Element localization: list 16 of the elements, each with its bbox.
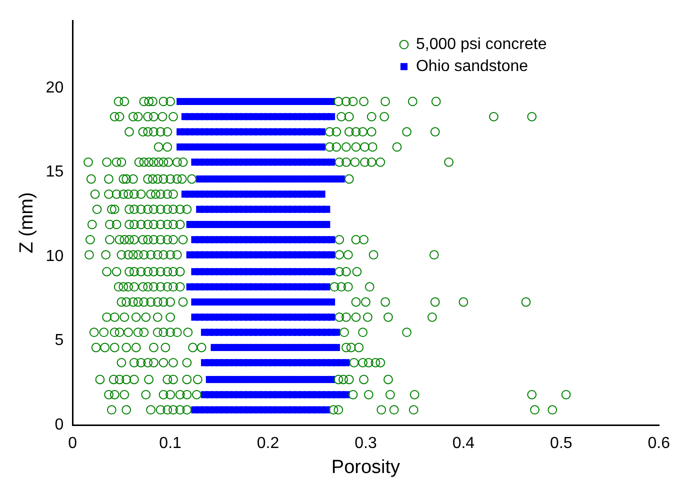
y-tick-label: 20 bbox=[46, 79, 64, 96]
x-tick-label: 0.2 bbox=[256, 435, 280, 452]
x-axis-title: Porosity bbox=[331, 456, 401, 478]
y-tick-label: 0 bbox=[54, 416, 64, 434]
y-tick-label: 15 bbox=[46, 164, 64, 181]
y-tick-label: 10 bbox=[46, 248, 64, 265]
y-axis-title: Z (mm) bbox=[16, 192, 38, 254]
x-tick-label: 0 bbox=[68, 435, 78, 452]
legend-label: Ohio sandstone bbox=[416, 58, 528, 76]
x-tick-label: 0.6 bbox=[648, 435, 670, 452]
legend-label: 5,000 psi concrete bbox=[416, 36, 547, 54]
x-tick-label: 0.4 bbox=[452, 435, 475, 452]
x-tick-label: 0.5 bbox=[550, 435, 572, 452]
x-tick-label: 0.1 bbox=[159, 435, 182, 452]
y-tick-label: 5 bbox=[54, 332, 64, 350]
x-tick-label: 0.3 bbox=[354, 435, 377, 452]
